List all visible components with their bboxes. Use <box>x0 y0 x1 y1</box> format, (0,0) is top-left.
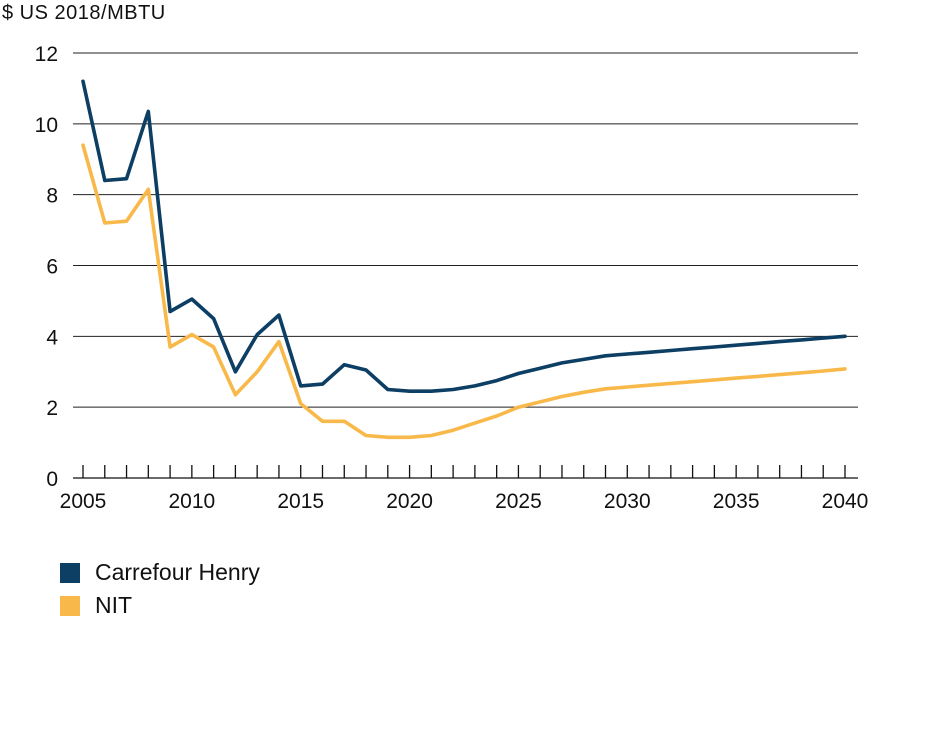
gridlines <box>73 52 858 408</box>
y-tick-label: 10 <box>35 114 58 137</box>
x-tick-label: 2015 <box>277 490 324 513</box>
y-axis-unit-label: $ US 2018/MBTU <box>2 2 166 24</box>
y-axis-ticks: 0 2 4 6 8 10 12 <box>35 43 59 491</box>
y-tick-label: 0 <box>46 468 58 491</box>
series-line-carrefour-henry <box>81 79 847 394</box>
y-tick-label: 12 <box>35 43 58 66</box>
series-line-nit <box>81 143 847 440</box>
legend-label-carrefour-henry: Carrefour Henry <box>95 559 260 585</box>
x-tick-label: 2025 <box>495 490 542 513</box>
x-tick-label: 2010 <box>168 490 215 513</box>
legend: Carrefour Henry NIT <box>60 556 260 622</box>
x-tick-label: 2030 <box>604 490 651 513</box>
x-tick-label: 2035 <box>713 490 760 513</box>
legend-swatch-nit <box>60 595 80 616</box>
y-tick-label: 8 <box>46 185 58 208</box>
series-lines <box>81 79 847 440</box>
x-tick-label: 2005 <box>60 490 107 513</box>
legend-swatch-carrefour-henry <box>60 562 80 583</box>
x-tick-label: 2020 <box>386 490 433 513</box>
legend-item-carrefour-henry: Carrefour Henry <box>60 556 260 589</box>
x-axis: 2005 2010 2015 2020 2025 2030 2035 2040 <box>60 465 869 513</box>
x-tick-label: 2040 <box>822 490 869 513</box>
y-tick-label: 6 <box>46 256 58 279</box>
y-tick-label: 2 <box>46 397 58 420</box>
legend-label-nit: NIT <box>95 592 133 618</box>
legend-item-nit: NIT <box>60 589 260 622</box>
y-tick-label: 4 <box>46 326 58 349</box>
